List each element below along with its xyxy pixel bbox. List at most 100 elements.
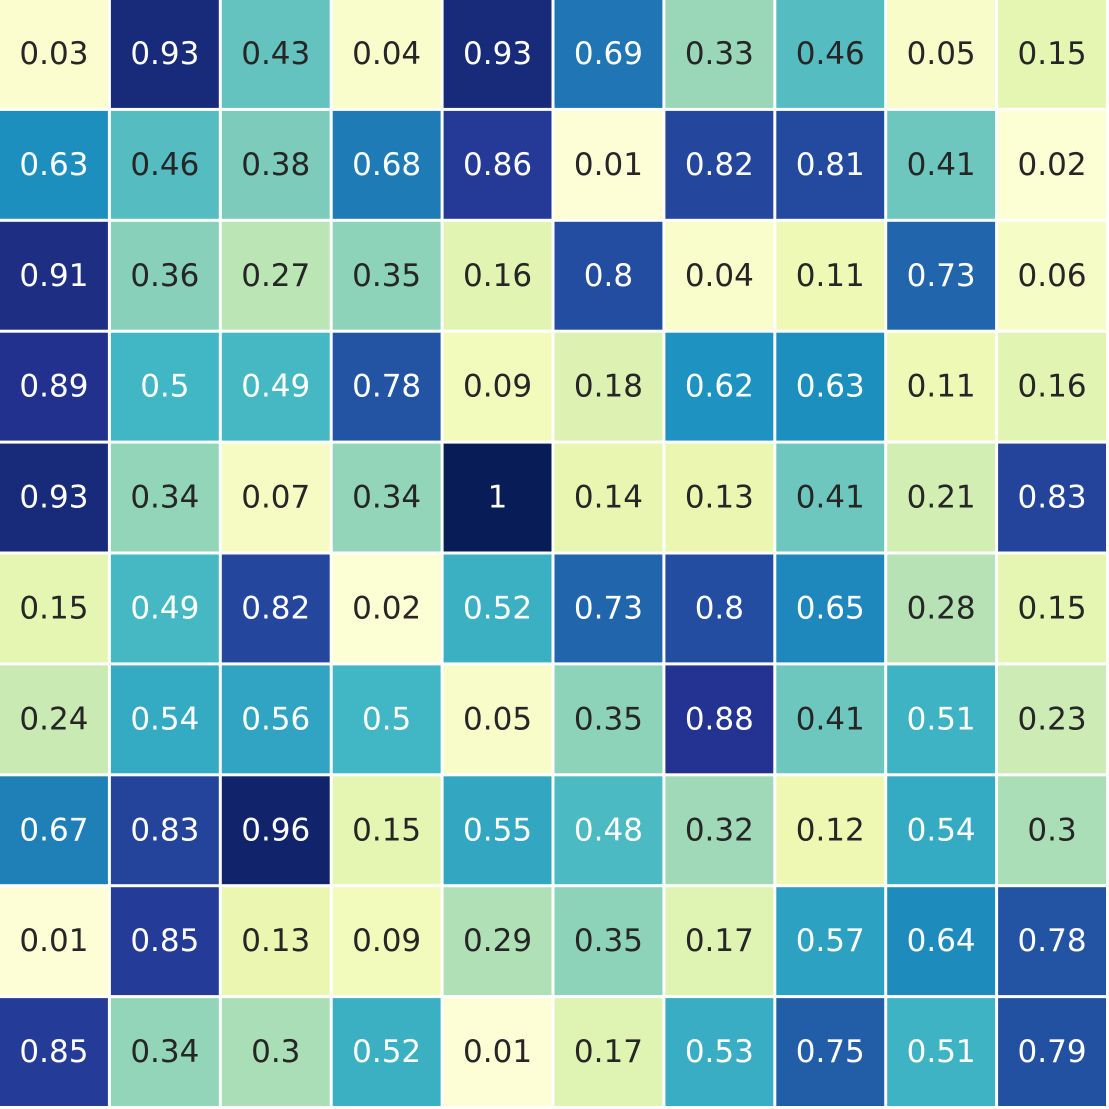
heatmap-cell-label-r9-c8: 0.51 (907, 1034, 976, 1070)
heatmap-cell-r0-c4 (443, 0, 552, 108)
heatmap-cell-label-r1-c0: 0.63 (19, 147, 88, 183)
heatmap-cell-label-r2-c7: 0.11 (796, 258, 865, 294)
heatmap-cell-r0-c6 (665, 0, 774, 108)
heatmap-cell-label-r7-c0: 0.67 (19, 812, 88, 848)
heatmap-cell-label-r4-c4: 1 (488, 480, 508, 516)
heatmap-cell-label-r8-c1: 0.85 (130, 923, 199, 959)
heatmap-cell-r4-c6 (665, 443, 774, 552)
heatmap-cell-label-r0-c9: 0.15 (1018, 36, 1087, 72)
heatmap-cell-r3-c9 (998, 332, 1106, 441)
heatmap-cell-r6-c5 (554, 665, 663, 774)
heatmap-cell-label-r5-c6: 0.8 (695, 590, 744, 626)
heatmap-cell-r5-c9 (998, 554, 1106, 663)
heatmap-cell-label-r4-c3: 0.34 (352, 480, 421, 516)
heatmap-cell-label-r8-c9: 0.78 (1018, 923, 1087, 959)
heatmap-cell-label-r1-c5: 0.01 (574, 147, 643, 183)
heatmap-cell-label-r6-c1: 0.54 (130, 701, 199, 737)
heatmap-cell-label-r5-c3: 0.02 (352, 590, 421, 626)
heatmap-cell-label-r4-c9: 0.83 (1018, 480, 1087, 516)
heatmap-cell-r1-c7 (776, 110, 885, 219)
heatmap-cell-label-r3-c0: 0.89 (19, 369, 88, 405)
heatmap-cell-label-r0-c5: 0.69 (574, 36, 643, 72)
heatmap-cell-r7-c5 (554, 776, 663, 885)
heatmap-cell-label-r1-c9: 0.02 (1018, 147, 1087, 183)
heatmap-cell-label-r2-c1: 0.36 (130, 258, 199, 294)
heatmap-cell-label-r4-c8: 0.21 (907, 480, 976, 516)
heatmap-cell-label-r4-c0: 0.93 (19, 480, 88, 516)
heatmap-cell-r1-c9 (998, 110, 1106, 219)
heatmap-cell-label-r5-c0: 0.15 (19, 590, 88, 626)
heatmap-cell-label-r0-c6: 0.33 (685, 36, 754, 72)
heatmap-cell-r2-c5 (554, 221, 663, 330)
heatmap-cell-r5-c5 (554, 554, 663, 663)
heatmap-cell-label-r8-c0: 0.01 (19, 923, 88, 959)
heatmap-cell-r6-c7 (776, 665, 885, 774)
heatmap-cell-r8-c0 (0, 887, 108, 996)
heatmap-cell-r7-c2 (221, 776, 330, 885)
heatmap-cell-r9-c1 (110, 998, 219, 1106)
heatmap-cell-label-r3-c2: 0.49 (241, 369, 310, 405)
heatmap-cell-r5-c2 (221, 554, 330, 663)
heatmap-cell-label-r4-c7: 0.41 (796, 480, 865, 516)
heatmap-cell-r2-c2 (221, 221, 330, 330)
heatmap-cell-label-r8-c3: 0.09 (352, 923, 421, 959)
heatmap-cell-label-r1-c7: 0.81 (796, 147, 865, 183)
heatmap-cell-r6-c6 (665, 665, 774, 774)
heatmap-cell-label-r3-c6: 0.62 (685, 369, 754, 405)
heatmap-cell-r4-c8 (887, 443, 996, 552)
heatmap-cell-r5-c7 (776, 554, 885, 663)
heatmap-cell-r9-c9 (998, 998, 1106, 1106)
heatmap-cell-label-r4-c5: 0.14 (574, 480, 643, 516)
heatmap-cell-r8-c7 (776, 887, 885, 996)
heatmap-cell-label-r5-c7: 0.65 (796, 590, 865, 626)
heatmap-cell-r3-c2 (221, 332, 330, 441)
heatmap-cell-r2-c4 (443, 221, 552, 330)
heatmap-cell-label-r9-c3: 0.52 (352, 1034, 421, 1070)
heatmap-cell-r4-c7 (776, 443, 885, 552)
heatmap-cell-label-r9-c1: 0.34 (130, 1034, 199, 1070)
heatmap-cell-label-r8-c7: 0.57 (796, 923, 865, 959)
heatmap-cell-r1-c4 (443, 110, 552, 219)
heatmap-cell-r7-c8 (887, 776, 996, 885)
heatmap-cell-r5-c3 (332, 554, 441, 663)
heatmap-cell-r4-c3 (332, 443, 441, 552)
heatmap-cell-r8-c6 (665, 887, 774, 996)
heatmap-cell-r0-c0 (0, 0, 108, 108)
heatmap-cell-r5-c0 (0, 554, 108, 663)
heatmap-cell-label-r7-c9: 0.3 (1027, 812, 1076, 848)
heatmap-cell-r7-c4 (443, 776, 552, 885)
heatmap-cell-label-r9-c9: 0.79 (1018, 1034, 1087, 1070)
heatmap-cell-label-r3-c1: 0.5 (140, 369, 189, 405)
heatmap-cell-label-r7-c3: 0.15 (352, 812, 421, 848)
heatmap-cell-r6-c9 (998, 665, 1106, 774)
heatmap-cell-r3-c5 (554, 332, 663, 441)
heatmap-cell-r9-c0 (0, 998, 108, 1106)
heatmap-cell-label-r8-c4: 0.29 (463, 923, 532, 959)
heatmap-cell-r4-c9 (998, 443, 1106, 552)
heatmap-cell-r6-c4 (443, 665, 552, 774)
heatmap-cell-label-r3-c4: 0.09 (463, 369, 532, 405)
heatmap-cell-r2-c8 (887, 221, 996, 330)
heatmap-cell-label-r7-c7: 0.12 (796, 812, 865, 848)
heatmap-cell-label-r5-c9: 0.15 (1018, 590, 1087, 626)
heatmap-cell-label-r1-c1: 0.46 (130, 147, 199, 183)
heatmap-cell-label-r4-c2: 0.07 (241, 480, 310, 516)
heatmap-cell-label-r9-c2: 0.3 (251, 1034, 300, 1070)
heatmap-cell-r8-c3 (332, 887, 441, 996)
heatmap-cell-r2-c3 (332, 221, 441, 330)
heatmap-cell-r0-c3 (332, 0, 441, 108)
heatmap-cell-label-r1-c2: 0.38 (241, 147, 310, 183)
heatmap-cell-label-r8-c6: 0.17 (685, 923, 754, 959)
heatmap-cell-r8-c1 (110, 887, 219, 996)
heatmap-cell-r3-c8 (887, 332, 996, 441)
heatmap-cell-r8-c9 (998, 887, 1106, 996)
heatmap-cell-r4-c4 (443, 443, 552, 552)
heatmap-cell-r8-c2 (221, 887, 330, 996)
heatmap-cell-label-r7-c6: 0.32 (685, 812, 754, 848)
heatmap-cell-label-r2-c5: 0.8 (584, 258, 633, 294)
heatmap-cell-r7-c3 (332, 776, 441, 885)
heatmap-cell-label-r1-c8: 0.41 (907, 147, 976, 183)
heatmap-cell-r0-c8 (887, 0, 996, 108)
heatmap-cell-label-r3-c7: 0.63 (796, 369, 865, 405)
